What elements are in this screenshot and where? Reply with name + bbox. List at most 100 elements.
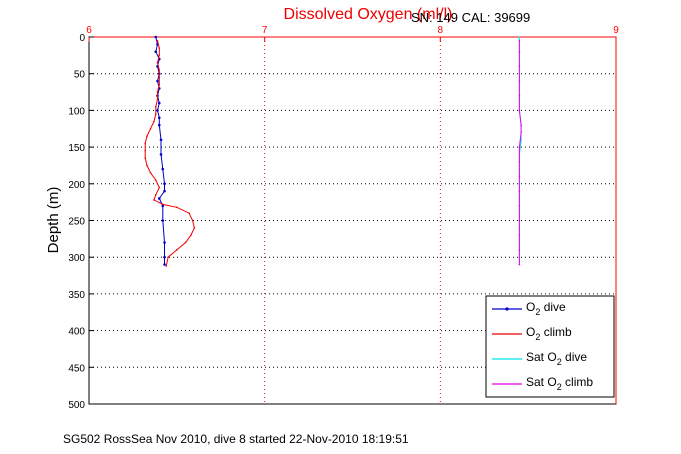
series-o2-dive xyxy=(154,35,166,266)
series-line xyxy=(518,40,522,265)
data-point xyxy=(158,69,161,71)
data-point xyxy=(163,189,166,193)
data-point xyxy=(157,197,161,200)
data-point xyxy=(149,127,152,130)
data-point xyxy=(518,36,521,38)
data-point xyxy=(153,120,155,123)
data-point xyxy=(518,39,521,42)
series-line xyxy=(155,36,165,265)
data-point xyxy=(161,219,165,222)
data-point xyxy=(157,116,161,120)
data-point xyxy=(518,146,521,148)
y-tick-label: 200 xyxy=(68,180,85,191)
data-point xyxy=(167,256,169,259)
data-point xyxy=(518,263,521,266)
footer-caption: SG502 RossSea Nov 2010, dive 8 started 2… xyxy=(63,432,409,446)
y-tick-label: 300 xyxy=(68,253,85,264)
data-point xyxy=(144,149,147,152)
y-tick-label: 500 xyxy=(68,400,85,411)
data-point xyxy=(163,182,166,186)
data-point xyxy=(163,255,166,259)
y-tick-label: 0 xyxy=(79,33,85,44)
legend-box xyxy=(485,295,615,398)
legend-item: O2 climb xyxy=(492,325,572,342)
legend-item: O2 dive xyxy=(492,300,566,317)
data-point xyxy=(154,105,157,108)
chart-title: Dissolved Oxygen (ml/l) xyxy=(284,6,453,23)
y-tick-label: 250 xyxy=(68,217,85,228)
data-point xyxy=(161,204,165,208)
data-point xyxy=(163,241,166,244)
y-tick-label: 50 xyxy=(74,70,86,81)
data-point xyxy=(518,94,521,97)
legend-label: Sat O2 climb xyxy=(526,375,593,392)
y-tick-label: 450 xyxy=(68,363,85,374)
series-o2-climb xyxy=(144,39,196,267)
data-point xyxy=(518,234,521,236)
data-point xyxy=(176,249,178,251)
x-tick-labels: 6 7 8 9 xyxy=(86,25,619,42)
legend-label: O2 climb xyxy=(526,325,572,342)
x-tick-label: 6 xyxy=(86,25,92,36)
legend-item: Sat O2 climb xyxy=(492,375,593,392)
data-point xyxy=(154,35,158,39)
x-tick-label: 8 xyxy=(438,25,444,36)
data-point xyxy=(159,138,163,142)
data-point xyxy=(518,109,521,112)
data-point xyxy=(154,50,158,53)
legend-label: O2 dive xyxy=(526,300,566,317)
data-point xyxy=(146,135,148,137)
data-point xyxy=(184,241,187,244)
chart-subtitle: SN: 149 CAL: 39699 xyxy=(411,10,530,25)
data-point xyxy=(158,186,161,189)
data-point xyxy=(520,131,522,134)
data-point xyxy=(176,206,178,209)
y-tick-label: 400 xyxy=(68,327,85,338)
data-point xyxy=(158,54,161,57)
data-point xyxy=(165,265,168,267)
data-point xyxy=(149,171,152,174)
series-layer xyxy=(144,35,522,267)
data-point xyxy=(156,109,159,112)
data-point xyxy=(161,203,164,206)
y-tick-labels: 0 50 100 150 200 250 300 350 400 450 500 xyxy=(68,33,94,411)
x-tick-label: 7 xyxy=(262,25,268,36)
legend: O2 dive O2 climb Sat O2 dive Sat O2 climb xyxy=(485,295,615,398)
y-tick-label: 100 xyxy=(68,106,85,117)
x-tick-label: 9 xyxy=(613,25,619,36)
data-point xyxy=(154,194,157,196)
data-point xyxy=(163,263,166,266)
data-point xyxy=(518,175,521,178)
series-line xyxy=(144,40,195,267)
data-point xyxy=(188,212,190,214)
data-point xyxy=(193,227,196,229)
data-point xyxy=(156,91,159,93)
data-point xyxy=(518,205,521,207)
data-point xyxy=(153,199,155,201)
series-sat-o2-climb xyxy=(518,39,522,266)
data-point xyxy=(144,142,147,145)
y-axis-label: Depth (m) xyxy=(45,187,62,254)
data-point xyxy=(158,83,161,86)
data-point xyxy=(161,167,165,171)
data-point xyxy=(157,101,161,105)
data-point xyxy=(518,249,521,251)
data-point xyxy=(156,39,159,42)
data-point xyxy=(157,123,161,127)
data-point xyxy=(156,98,159,101)
data-point xyxy=(518,65,521,68)
data-point xyxy=(156,61,159,64)
data-point xyxy=(518,219,521,222)
data-point xyxy=(158,76,161,79)
data-point xyxy=(156,79,159,83)
data-point xyxy=(190,234,192,236)
y-tick-label: 350 xyxy=(68,290,85,301)
data-point xyxy=(518,80,521,82)
data-point xyxy=(518,190,521,192)
data-point xyxy=(146,164,148,167)
data-point xyxy=(518,50,521,53)
data-point xyxy=(159,153,163,156)
data-point xyxy=(144,157,147,159)
data-point xyxy=(518,160,521,163)
